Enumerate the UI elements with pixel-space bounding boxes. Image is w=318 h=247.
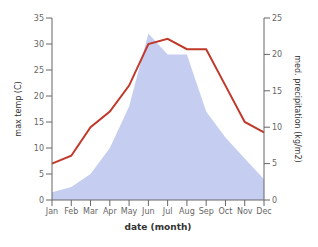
svg-text:0: 0 — [39, 196, 44, 205]
svg-text:May: May — [121, 207, 138, 216]
svg-text:Nov: Nov — [237, 207, 253, 216]
svg-text:15: 15 — [272, 87, 282, 96]
svg-text:Jul: Jul — [162, 207, 173, 216]
svg-text:max temp (C): max temp (C) — [14, 81, 23, 136]
svg-text:Feb: Feb — [64, 207, 78, 216]
svg-text:Dec: Dec — [256, 207, 271, 216]
svg-text:15: 15 — [34, 118, 44, 127]
svg-text:10: 10 — [272, 123, 282, 132]
svg-text:Sep: Sep — [199, 207, 214, 216]
svg-text:20: 20 — [272, 50, 282, 59]
svg-text:20: 20 — [34, 92, 44, 101]
svg-text:5: 5 — [272, 159, 277, 168]
svg-text:25: 25 — [272, 14, 282, 23]
svg-text:30: 30 — [34, 40, 44, 49]
svg-text:Mar: Mar — [83, 207, 99, 216]
svg-text:med. precipitation (kg/m2): med. precipitation (kg/m2) — [293, 55, 302, 162]
svg-text:Oct: Oct — [219, 207, 233, 216]
svg-text:10: 10 — [34, 144, 44, 153]
svg-text:35: 35 — [34, 14, 44, 23]
svg-text:Apr: Apr — [103, 207, 118, 216]
svg-text:Jan: Jan — [45, 207, 58, 216]
svg-text:5: 5 — [39, 170, 44, 179]
svg-text:0: 0 — [272, 196, 277, 205]
svg-text:date (month): date (month) — [125, 222, 192, 232]
svg-text:Jun: Jun — [141, 207, 155, 216]
svg-text:25: 25 — [34, 66, 44, 75]
svg-text:Aug: Aug — [179, 207, 195, 216]
